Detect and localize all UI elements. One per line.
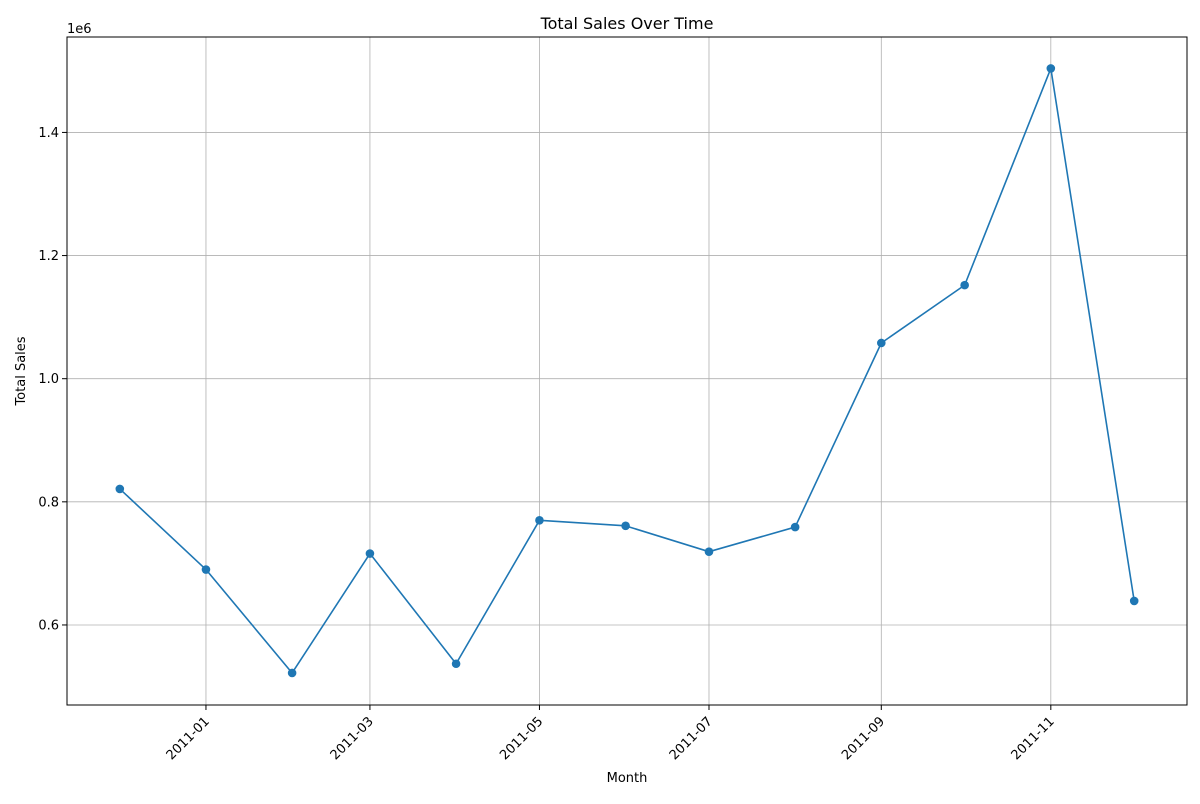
- plot-frame: [66, 36, 1188, 706]
- y-axis-label: Total Sales: [14, 336, 29, 406]
- data-point: [621, 521, 630, 531]
- y-tick-label: 0.8: [38, 495, 59, 510]
- y-tick-label: 0.6: [38, 618, 59, 633]
- data-point: [365, 549, 375, 558]
- data-point: [876, 338, 886, 348]
- data-point: [790, 522, 800, 532]
- x-axis-label: Month: [607, 771, 648, 786]
- series-group: [115, 64, 1139, 678]
- data-point: [535, 515, 544, 525]
- y-tick-label: 1.0: [38, 372, 59, 387]
- y-tick-label: 1.2: [38, 249, 59, 264]
- grid-lines: [67, 37, 1187, 705]
- data-point: [1129, 596, 1139, 606]
- data-point: [287, 668, 297, 678]
- chart-title: Total Sales Over Time: [540, 14, 714, 33]
- data-point: [960, 280, 969, 290]
- data-point: [115, 484, 125, 494]
- data-point: [201, 565, 211, 574]
- data-point: [451, 659, 461, 669]
- y-tick-label: 1.4: [38, 126, 59, 141]
- data-point: [1046, 64, 1056, 73]
- y-axis-offset-label: 1e6: [67, 22, 92, 37]
- data-point: [704, 547, 714, 556]
